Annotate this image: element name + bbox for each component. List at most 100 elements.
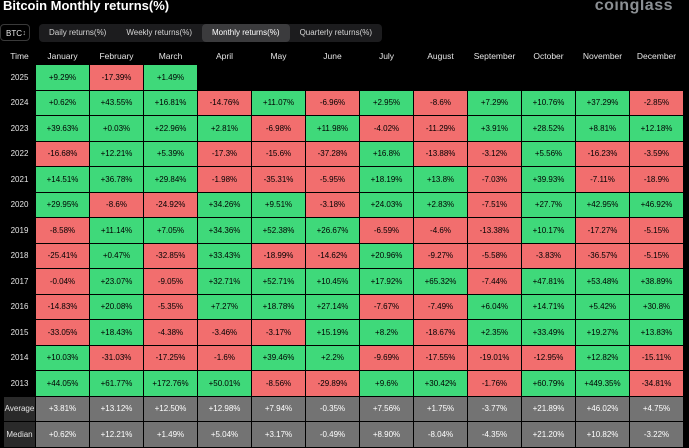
return-cell: +11.07%	[252, 90, 305, 115]
return-cell: -37.28%	[306, 141, 359, 166]
return-cell: +61.77%	[90, 371, 143, 396]
return-cell: +38.89%	[630, 269, 683, 294]
empty-cell	[468, 65, 521, 90]
return-cell: -34.81%	[630, 371, 683, 396]
column-header-december: December	[636, 50, 677, 61]
return-cell: +12.18%	[630, 116, 683, 141]
return-cell: -12.95%	[522, 345, 575, 370]
return-cell: -6.96%	[306, 90, 359, 115]
return-cell: -17.39%	[90, 65, 143, 90]
summary-cell: +1.49%	[144, 422, 197, 447]
return-cell: +5.42%	[576, 294, 629, 319]
asset-select[interactable]: BTC ↕	[0, 24, 30, 41]
return-cell: +34.26%	[198, 192, 251, 217]
return-cell: +16.81%	[144, 90, 197, 115]
return-cell: +8.81%	[576, 116, 629, 141]
table-body: 2025 +9.29% -17.39% +1.49% 2024 +0.62% +43.55%…	[4, 65, 683, 447]
return-cell: +0.47%	[90, 243, 143, 268]
return-cell: -2.85%	[630, 90, 683, 115]
table-row: 2016 -14.83% +20.08% -5.35% +7.27% +18.78% +27…	[4, 294, 683, 319]
return-cell: +34.36%	[198, 218, 251, 243]
empty-cell	[198, 65, 251, 90]
summary-cell: -4.35%	[468, 422, 521, 447]
return-cell: -13.88%	[414, 141, 467, 166]
tab-quarterly[interactable]: Quarterly returns(%)	[299, 28, 373, 37]
return-cell: -19.01%	[468, 345, 521, 370]
summary-label: Median	[4, 422, 35, 447]
column-header-july: July	[378, 50, 395, 61]
summary-cell: +0.62%	[36, 422, 89, 447]
return-cell: +10.45%	[306, 269, 359, 294]
controls-bar: BTC ↕ Daily returns(%) Weekly returns(%)…	[0, 24, 689, 42]
return-cell: -6.98%	[252, 116, 305, 141]
return-cell: -5.58%	[468, 243, 521, 268]
summary-cell: +13.12%	[90, 396, 143, 421]
return-cell: +65.32%	[414, 269, 467, 294]
return-cell: +1.49%	[144, 65, 197, 90]
table-row: 2020 +29.95% -8.6% -24.92% +34.26% +9.51% -3.1…	[4, 192, 683, 217]
table-row: 2015 -33.05% +18.43% -4.38% -3.46% -3.17% +15.…	[4, 320, 683, 345]
return-cell: -8.6%	[414, 90, 467, 115]
return-cell: +14.71%	[522, 294, 575, 319]
return-cell: -14.76%	[198, 90, 251, 115]
tab-weekly[interactable]: Weekly returns(%)	[126, 28, 192, 37]
summary-cell: +8.90%	[360, 422, 413, 447]
summary-cell: -3.22%	[630, 422, 683, 447]
return-cell: -6.59%	[360, 218, 413, 243]
column-header-may: May	[270, 50, 287, 61]
return-cell: +13.83%	[630, 320, 683, 345]
table-row: 2024 +0.62% +43.55% +16.81% -14.76% +11.07% -6…	[4, 90, 683, 115]
column-header-september: September	[473, 50, 516, 61]
summary-cell: +21.20%	[522, 422, 575, 447]
year-label: 2025	[4, 65, 35, 90]
return-cell: +9.6%	[360, 371, 413, 396]
summary-cell: +7.56%	[360, 396, 413, 421]
return-cell: -5.15%	[630, 243, 683, 268]
return-cell: +14.51%	[36, 167, 89, 192]
return-cell: +10.03%	[36, 345, 89, 370]
return-cell: -14.83%	[36, 294, 89, 319]
return-cell: -17.27%	[576, 218, 629, 243]
summary-cell: +3.17%	[252, 422, 305, 447]
year-label: 2014	[4, 345, 35, 370]
return-cell: -1.6%	[198, 345, 251, 370]
return-cell: -9.69%	[360, 345, 413, 370]
table-row: 2017 -0.04% +23.07% -9.05% +32.71% +52.71% +10…	[4, 269, 683, 294]
return-cell: -4.6%	[414, 218, 467, 243]
empty-cell	[252, 65, 305, 90]
return-cell: -5.35%	[144, 294, 197, 319]
summary-cell: +3.81%	[36, 396, 89, 421]
return-cell: -14.62%	[306, 243, 359, 268]
table-row: 2013 +44.05% +61.77% +172.76% +50.01% -8.56% -…	[4, 371, 683, 396]
return-cell: +47.81%	[522, 269, 575, 294]
return-cell: +39.63%	[36, 116, 89, 141]
return-cell: -31.03%	[90, 345, 143, 370]
year-label: 2020	[4, 192, 35, 217]
year-label: 2013	[4, 371, 35, 396]
return-cell: +18.19%	[360, 167, 413, 192]
return-cell: +32.71%	[198, 269, 251, 294]
return-cell: -7.11%	[576, 167, 629, 192]
summary-cell: +5.04%	[198, 422, 251, 447]
return-cell: -1.76%	[468, 371, 521, 396]
return-cell: +30.8%	[630, 294, 683, 319]
tab-monthly[interactable]: Monthly returns(%)	[202, 24, 290, 42]
return-cell: -7.44%	[468, 269, 521, 294]
summary-cell: +12.50%	[144, 396, 197, 421]
return-cell: -17.3%	[198, 141, 251, 166]
coinglass-logo[interactable]: coinglass	[594, 0, 673, 14]
summary-cell: -0.49%	[306, 422, 359, 447]
summary-cell: +12.98%	[198, 396, 251, 421]
year-label: 2023	[4, 116, 35, 141]
return-cell: +9.51%	[252, 192, 305, 217]
return-cell: -13.38%	[468, 218, 521, 243]
tab-daily[interactable]: Daily returns(%)	[49, 28, 107, 37]
empty-cell	[414, 65, 467, 90]
return-cell: -9.27%	[414, 243, 467, 268]
column-header-august: August	[427, 50, 454, 61]
return-cell: +10.17%	[522, 218, 575, 243]
return-cell: +10.76%	[522, 90, 575, 115]
return-cell: +7.29%	[468, 90, 521, 115]
return-cell: +29.84%	[144, 167, 197, 192]
return-cell: +33.43%	[198, 243, 251, 268]
